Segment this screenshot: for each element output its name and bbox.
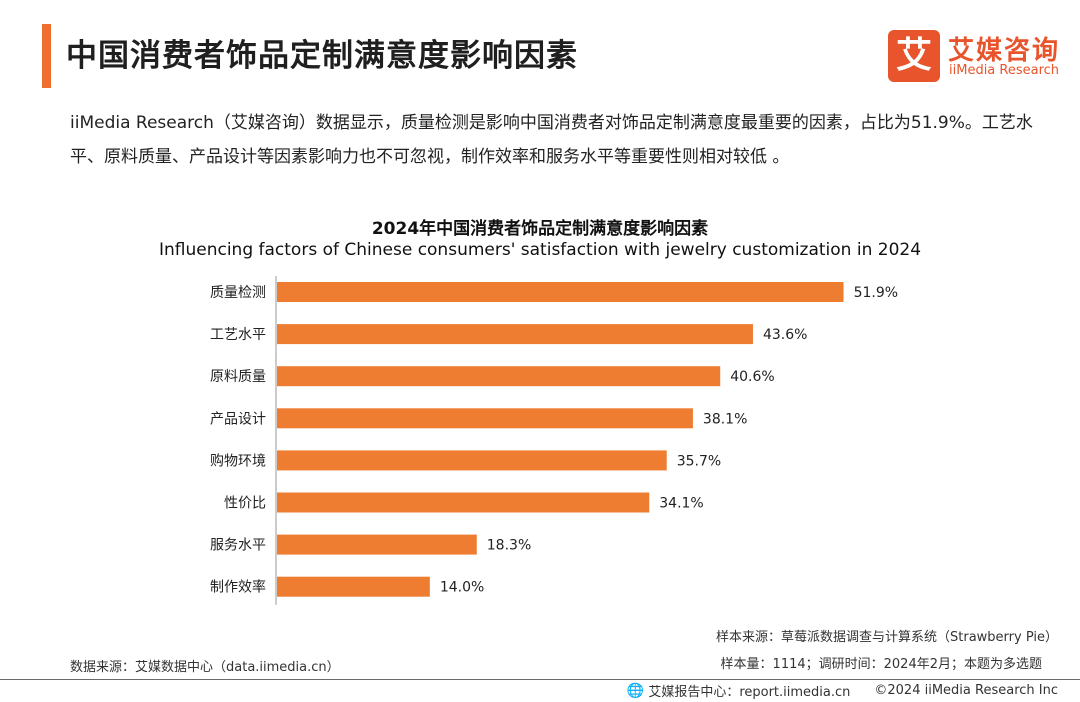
sample-source-note: 样本来源：草莓派数据调查与计算系统（Strawberry Pie） — [716, 630, 1058, 645]
category-label: 性价比 — [224, 496, 266, 512]
footer-bar: 🌐 艾媒报告中心：report.iimedia.cn ©2024 iiMedia… — [626, 681, 1058, 701]
sample-info-note: 样本量：1114；调研时间：2024年2月；本题为多选题 — [720, 657, 1042, 672]
logo-name-cn: 艾媒咨询 — [948, 36, 1061, 66]
category-label: 服务水平 — [210, 538, 266, 554]
report-center-link[interactable]: 艾媒报告中心：report.iimedia.cn — [648, 685, 851, 700]
data-source-note: 数据来源：艾媒数据中心（data.iimedia.cn） — [70, 660, 340, 675]
bar — [277, 366, 721, 387]
bar — [277, 492, 650, 513]
bar — [277, 324, 753, 345]
globe-icon: 🌐 — [626, 682, 645, 699]
value-label: 40.6% — [730, 369, 774, 385]
value-label: 34.1% — [659, 496, 703, 512]
bar — [277, 450, 667, 471]
chart-subtitle: Influencing factors of Chinese consumers… — [158, 240, 922, 260]
value-label: 51.9% — [854, 285, 898, 301]
brand-logo[interactable]: 艾 艾媒咨询 iiMedia Research — [888, 30, 1068, 82]
value-label: 18.3% — [487, 538, 531, 554]
bar-chart: 质量检测 51.9% 工艺水平 43.6% 原料质量 40.6% 产品设计 38.1% 购物环境… — [210, 276, 898, 605]
chart-title: 2024年中国消费者饰品定制满意度影响因素 — [371, 219, 709, 239]
value-label: 35.7% — [677, 453, 721, 469]
logo-mark: 艾 — [888, 30, 940, 82]
bar — [277, 282, 844, 302]
value-label: 14.0% — [440, 580, 484, 596]
category-label: 质量检测 — [210, 285, 266, 301]
bar — [277, 408, 693, 429]
category-label: 原料质量 — [210, 369, 266, 385]
category-label: 工艺水平 — [210, 327, 266, 343]
copyright-text: ©2024 iiMedia Research Inc — [874, 683, 1058, 698]
bar — [277, 534, 477, 555]
value-label: 43.6% — [763, 327, 807, 343]
category-label: 制作效率 — [210, 579, 266, 596]
footer-divider — [0, 679, 1080, 680]
bar — [277, 576, 430, 597]
title-accent-bar — [42, 24, 51, 88]
category-label: 购物环境 — [210, 453, 266, 469]
intro-paragraph: iiMedia Research（艾媒咨询）数据显示，质量检测是影响中国消费者对… — [70, 113, 1033, 167]
logo-name-en: iiMedia Research — [949, 63, 1060, 78]
value-label: 38.1% — [703, 411, 747, 427]
page-title: 中国消费者饰品定制满意度影响因素 — [66, 38, 578, 74]
category-label: 产品设计 — [210, 411, 266, 427]
